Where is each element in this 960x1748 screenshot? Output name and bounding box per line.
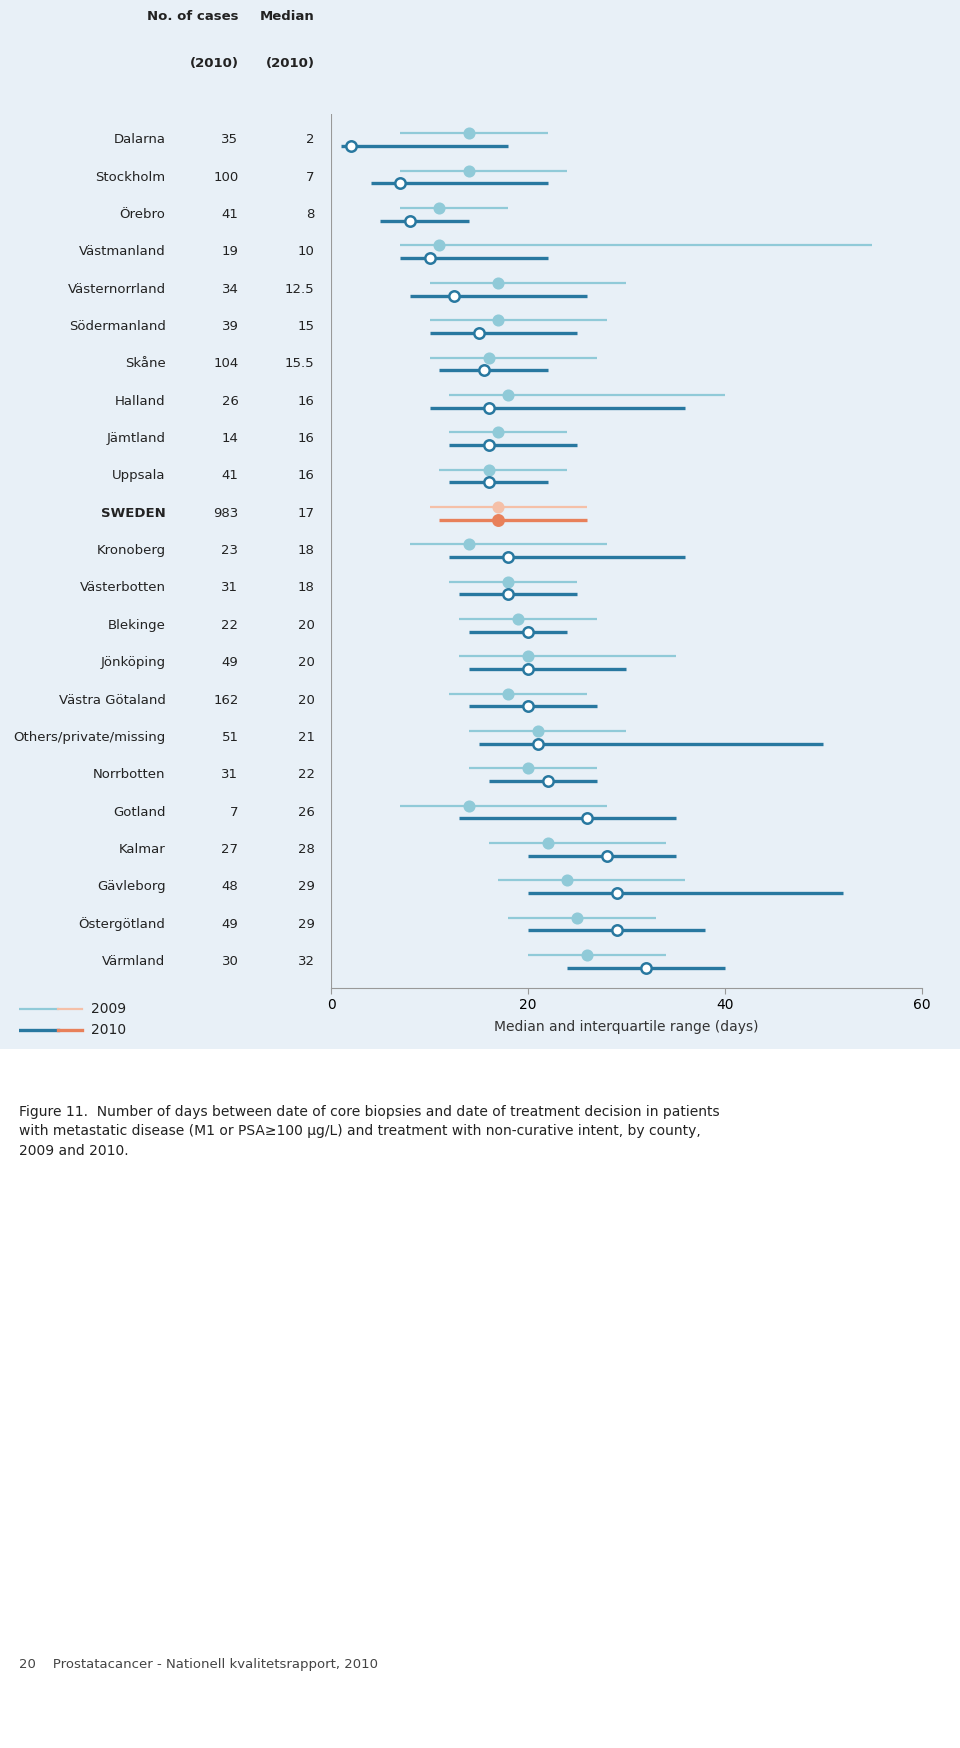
Text: 26: 26 [298, 806, 315, 818]
Text: 20: 20 [298, 619, 315, 631]
Text: 35: 35 [222, 133, 238, 147]
Text: 49: 49 [222, 656, 238, 669]
Text: 16: 16 [298, 470, 315, 482]
Text: 18: 18 [298, 582, 315, 594]
Text: Others/private/missing: Others/private/missing [13, 731, 165, 745]
Text: 16: 16 [298, 432, 315, 446]
Text: Norrbotten: Norrbotten [93, 767, 165, 781]
Text: 28: 28 [298, 843, 315, 857]
Text: (2010): (2010) [189, 58, 238, 70]
Text: 30: 30 [222, 954, 238, 968]
Text: 17: 17 [298, 507, 315, 519]
Text: Västerbotten: Västerbotten [80, 582, 165, 594]
Text: 18: 18 [298, 544, 315, 558]
Text: Blekinge: Blekinge [108, 619, 165, 631]
Text: 34: 34 [222, 283, 238, 295]
Text: 8: 8 [306, 208, 315, 220]
Text: 16: 16 [298, 395, 315, 407]
Text: Gotland: Gotland [113, 806, 165, 818]
Text: 49: 49 [222, 918, 238, 930]
Text: 2: 2 [306, 133, 315, 147]
Text: 32: 32 [298, 954, 315, 968]
Text: 41: 41 [222, 208, 238, 220]
X-axis label: Median and interquartile range (days): Median and interquartile range (days) [494, 1021, 758, 1035]
Text: SWEDEN: SWEDEN [101, 507, 165, 519]
Text: 22: 22 [298, 767, 315, 781]
Text: 19: 19 [222, 245, 238, 259]
Text: Dalarna: Dalarna [113, 133, 165, 147]
Text: 20: 20 [298, 656, 315, 669]
Text: 41: 41 [222, 470, 238, 482]
Text: 7: 7 [230, 806, 238, 818]
Text: No. of cases: No. of cases [147, 10, 238, 23]
Text: 51: 51 [222, 731, 238, 745]
Text: 29: 29 [298, 881, 315, 893]
Text: Jämtland: Jämtland [107, 432, 165, 446]
Text: 31: 31 [222, 582, 238, 594]
Text: Halland: Halland [115, 395, 165, 407]
Text: 23: 23 [222, 544, 238, 558]
Text: 983: 983 [213, 507, 238, 519]
Text: Västernorrland: Västernorrland [67, 283, 165, 295]
Text: Kronoberg: Kronoberg [96, 544, 165, 558]
Text: Gävleborg: Gävleborg [97, 881, 165, 893]
Text: Värmland: Värmland [103, 954, 165, 968]
Text: 2009: 2009 [91, 1002, 127, 1016]
Text: 22: 22 [222, 619, 238, 631]
Text: 31: 31 [222, 767, 238, 781]
Text: 26: 26 [222, 395, 238, 407]
Text: Jönköping: Jönköping [101, 656, 165, 669]
Text: 39: 39 [222, 320, 238, 334]
Text: 100: 100 [213, 171, 238, 184]
Text: Uppsala: Uppsala [112, 470, 165, 482]
Text: 20: 20 [298, 694, 315, 706]
Text: 29: 29 [298, 918, 315, 930]
Text: Figure 11.  Number of days between date of core biopsies and date of treatment d: Figure 11. Number of days between date o… [19, 1105, 720, 1157]
Text: Stockholm: Stockholm [95, 171, 165, 184]
Text: Skåne: Skåne [125, 357, 165, 371]
Text: Västra Götaland: Västra Götaland [59, 694, 165, 706]
Text: 162: 162 [213, 694, 238, 706]
Text: 104: 104 [213, 357, 238, 371]
Text: 15: 15 [298, 320, 315, 334]
Text: Södermanland: Södermanland [69, 320, 165, 334]
Text: 21: 21 [298, 731, 315, 745]
Text: 27: 27 [222, 843, 238, 857]
Text: 12.5: 12.5 [285, 283, 315, 295]
Text: Västmanland: Västmanland [79, 245, 165, 259]
Text: 48: 48 [222, 881, 238, 893]
Text: 7: 7 [306, 171, 315, 184]
Text: 20    Prostatacancer - Nationell kvalitetsrapport, 2010: 20 Prostatacancer - Nationell kvalitetsr… [19, 1657, 378, 1671]
Text: Östergötland: Östergötland [79, 918, 165, 932]
Text: 2010: 2010 [91, 1023, 127, 1038]
Text: Median: Median [260, 10, 315, 23]
Text: Kalmar: Kalmar [119, 843, 165, 857]
Text: 10: 10 [298, 245, 315, 259]
Text: (2010): (2010) [266, 58, 315, 70]
Text: 14: 14 [222, 432, 238, 446]
Text: Örebro: Örebro [120, 208, 165, 220]
Text: 15.5: 15.5 [285, 357, 315, 371]
